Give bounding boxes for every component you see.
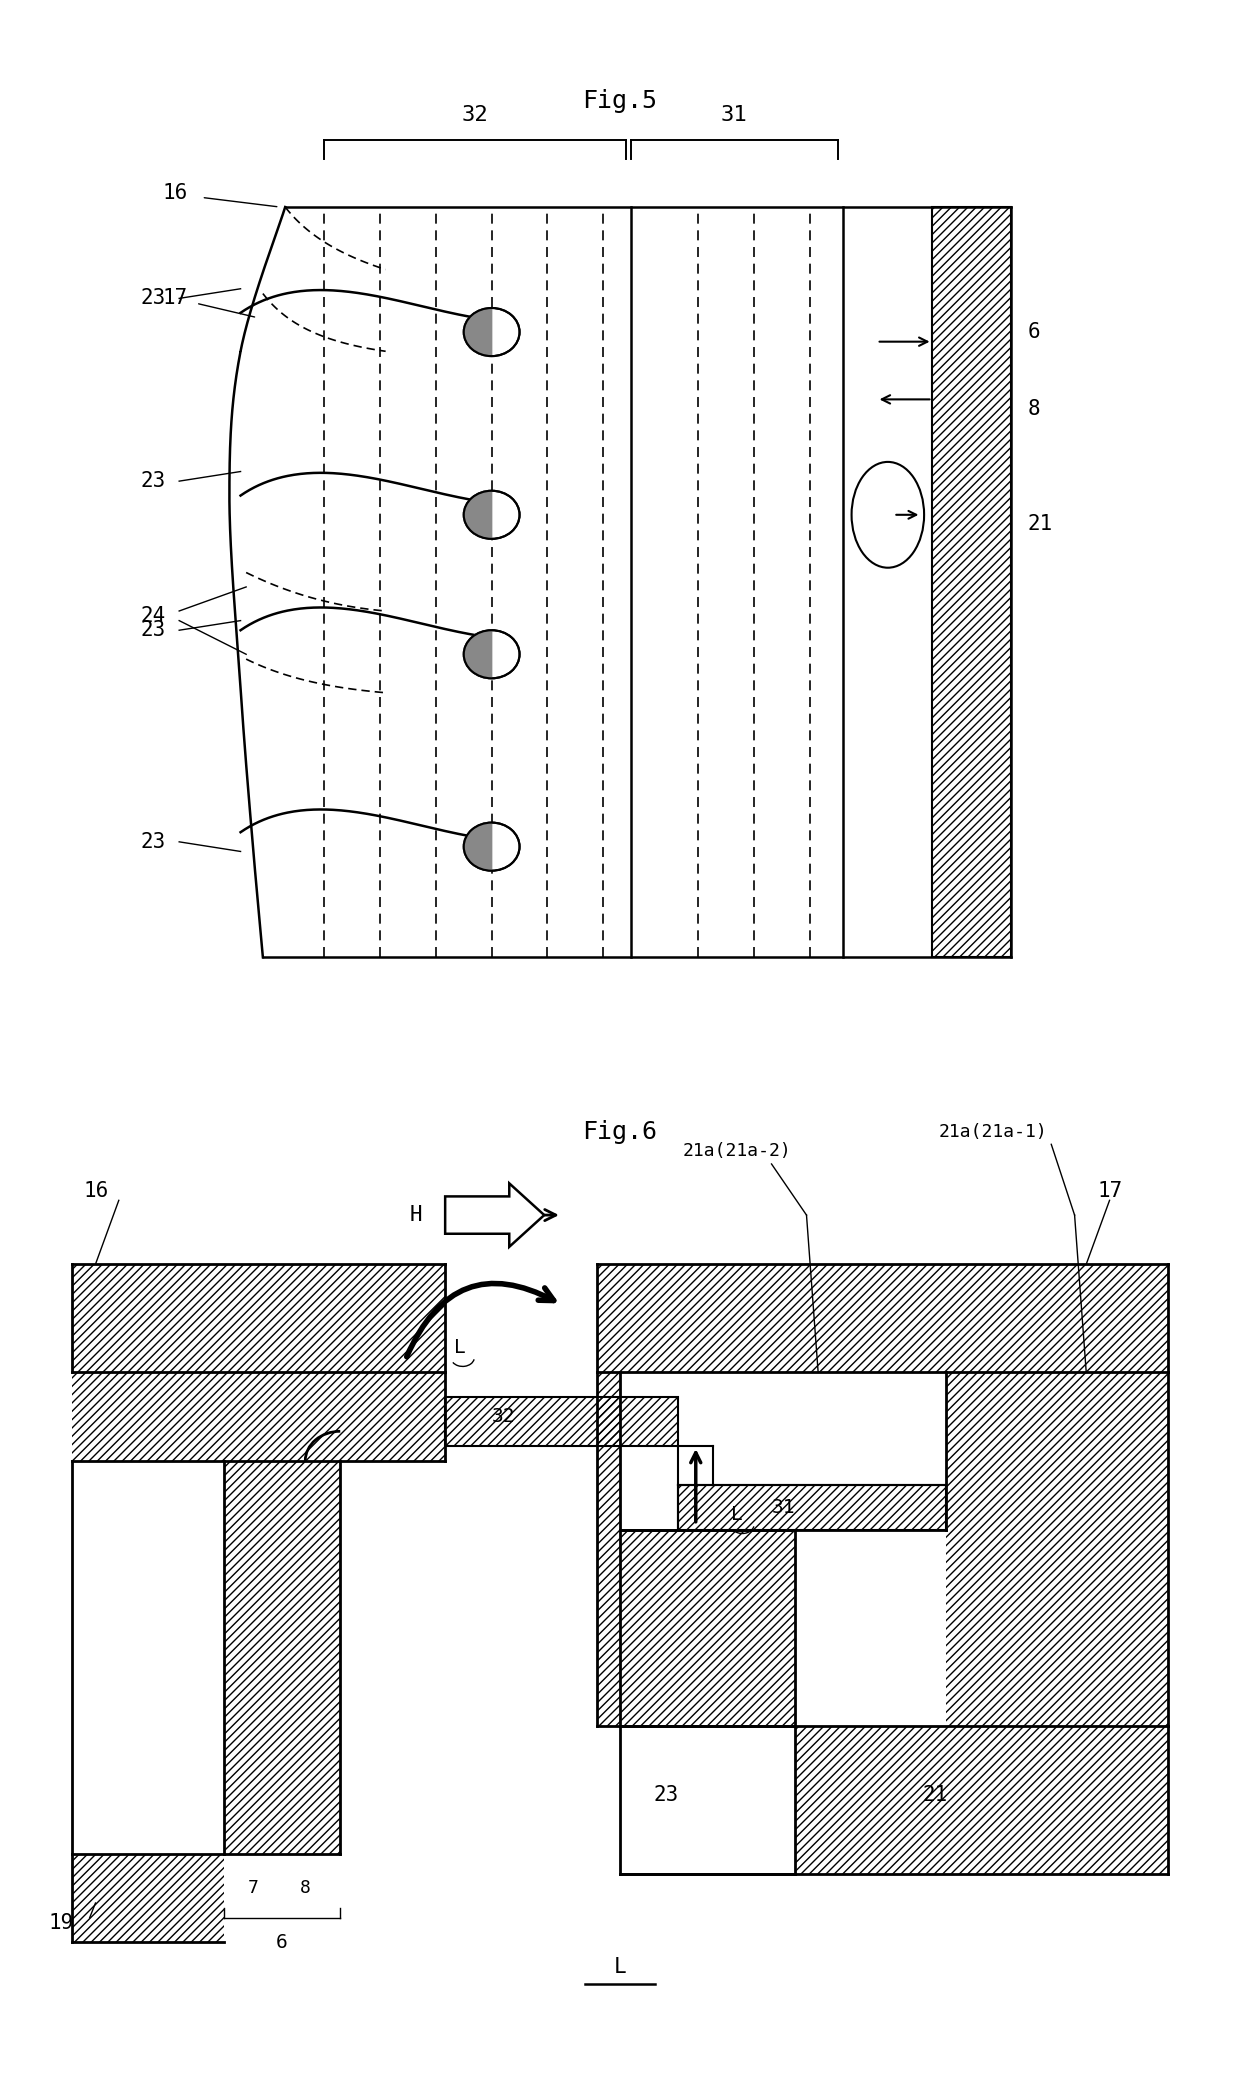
Text: 23: 23 — [140, 289, 165, 307]
Text: 21: 21 — [923, 1786, 947, 1805]
FancyArrow shape — [445, 1184, 544, 1246]
Bar — [72, 1372, 445, 1462]
Bar — [932, 207, 1011, 958]
Circle shape — [464, 307, 520, 355]
Bar — [72, 1855, 223, 1943]
Text: H: H — [409, 1204, 422, 1225]
Text: 7: 7 — [248, 1880, 258, 1897]
Text: 23: 23 — [653, 1786, 680, 1805]
Text: L: L — [614, 1957, 626, 1976]
Polygon shape — [464, 307, 491, 355]
Circle shape — [464, 629, 520, 677]
Bar — [678, 1485, 946, 1531]
Text: 17: 17 — [1097, 1181, 1123, 1200]
Text: 23: 23 — [140, 832, 165, 851]
Text: 6: 6 — [1028, 322, 1040, 343]
Bar — [72, 1265, 445, 1372]
Text: Fig.5: Fig.5 — [583, 90, 657, 113]
Text: L: L — [730, 1506, 743, 1524]
Text: 31: 31 — [771, 1499, 795, 1518]
Text: 19: 19 — [48, 1913, 74, 1932]
Text: 8: 8 — [300, 1880, 311, 1897]
Text: 21: 21 — [1028, 514, 1053, 535]
Text: 17: 17 — [162, 289, 187, 307]
Text: 32: 32 — [461, 105, 489, 125]
Circle shape — [464, 822, 520, 870]
Text: 31: 31 — [720, 105, 748, 125]
Circle shape — [464, 491, 520, 539]
Text: 8: 8 — [1028, 399, 1040, 418]
Text: 6: 6 — [277, 1932, 288, 1951]
Text: 21a(21a-1): 21a(21a-1) — [939, 1123, 1048, 1140]
Bar — [795, 1727, 1168, 1874]
Text: Fig.6: Fig.6 — [583, 1119, 657, 1144]
Bar — [620, 1372, 946, 1531]
Bar — [596, 1265, 1168, 1372]
Bar — [445, 1397, 678, 1447]
Text: 32: 32 — [492, 1407, 515, 1426]
Text: 16: 16 — [162, 182, 187, 203]
Text: 21a(21a-2): 21a(21a-2) — [682, 1142, 791, 1161]
Bar — [596, 1372, 1168, 1727]
Text: L: L — [455, 1338, 466, 1357]
Polygon shape — [464, 629, 491, 677]
Text: 24: 24 — [140, 606, 165, 625]
Text: 23: 23 — [140, 470, 165, 491]
Text: 23: 23 — [140, 621, 165, 640]
Polygon shape — [464, 822, 491, 870]
Bar — [620, 1531, 946, 1727]
Bar — [620, 1531, 795, 1727]
Text: 16: 16 — [84, 1181, 109, 1200]
Bar — [223, 1462, 340, 1855]
Polygon shape — [464, 491, 491, 539]
